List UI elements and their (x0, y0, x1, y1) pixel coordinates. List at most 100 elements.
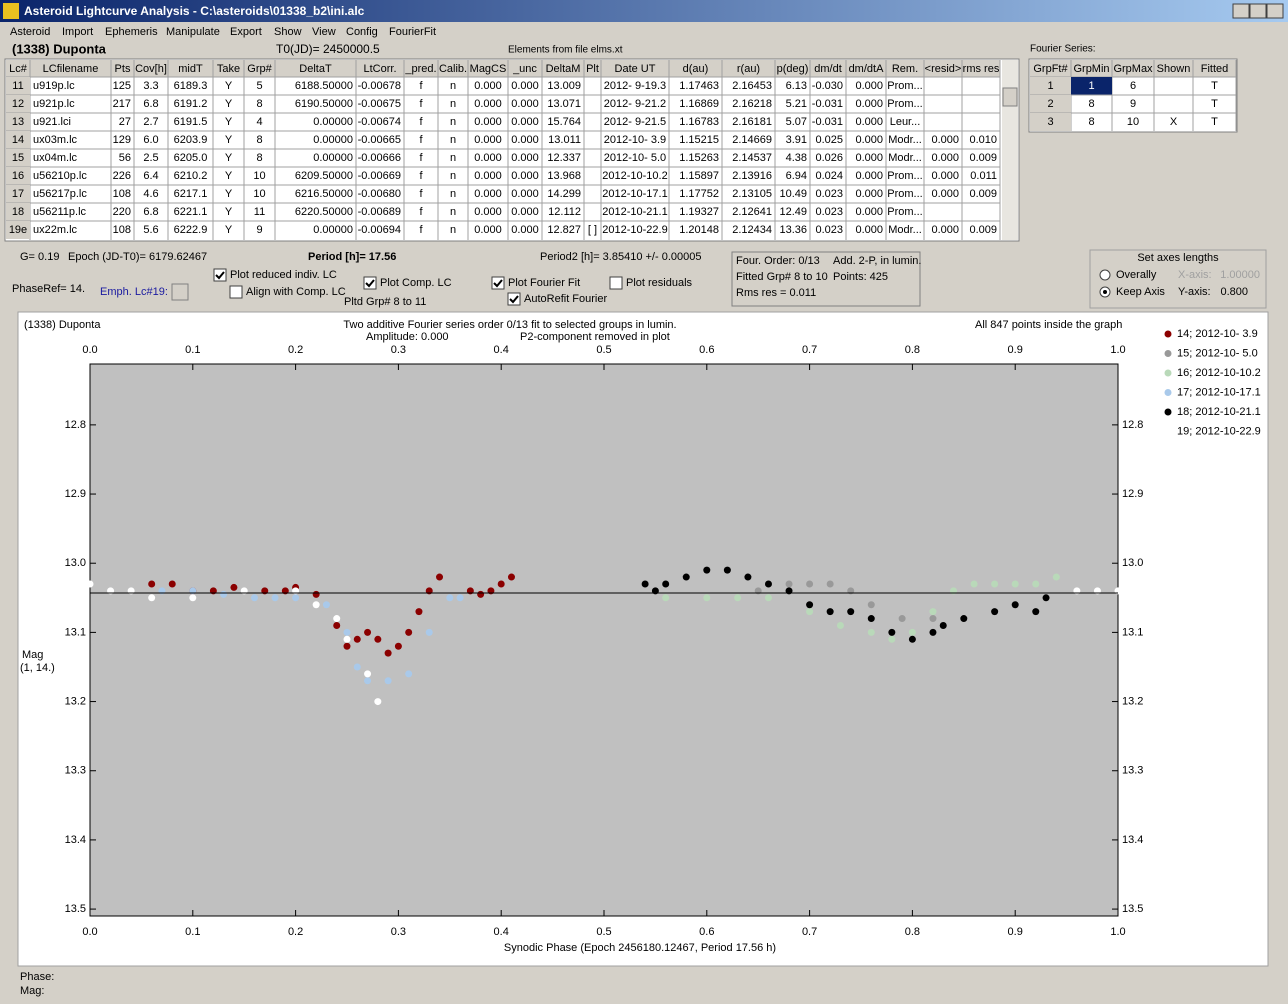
column-header: LtCorr. (363, 63, 396, 75)
data-point (939, 621, 947, 629)
checkbox[interactable] (491, 276, 505, 290)
info-text: Add. 2-P, in lumin. (833, 255, 921, 267)
data-point (703, 566, 711, 574)
table-cell: 0.000 (855, 170, 883, 182)
table-cell: 18 (12, 206, 24, 218)
menu-item: Asteroid (10, 26, 50, 38)
data-point (929, 628, 937, 636)
table-cell: 6.8 (143, 98, 158, 110)
menu-item: Ephemeris (105, 26, 158, 38)
table-cell: 6.8 (143, 206, 158, 218)
row-header (6, 221, 30, 239)
data-point (1052, 573, 1060, 581)
column-header: dm/dtA (849, 63, 885, 75)
checkbox[interactable] (507, 292, 521, 306)
table-cell: 6210.2 (174, 170, 208, 182)
checkbox[interactable] (609, 276, 623, 290)
table-cell: 0.000 (855, 224, 883, 236)
column-header: r(au) (737, 63, 760, 75)
amplitude: Amplitude: 0.000 (366, 331, 449, 343)
table-cell: Y (225, 206, 233, 218)
data-point (682, 573, 690, 581)
row-header (6, 203, 30, 221)
table-cell: 1.19327 (679, 206, 719, 218)
table-cell: 2012- 9-21.2 (604, 98, 666, 110)
table-cell: 2012-10-22.9 (602, 224, 667, 236)
checkbox-label: Plot Comp. LC (380, 277, 452, 289)
table-cell: Y (225, 170, 233, 182)
row-header (1030, 95, 1071, 113)
table-cell: 6216.50000 (295, 188, 353, 200)
restore[interactable] (1249, 3, 1267, 19)
table-cell: n (450, 98, 456, 110)
scrollbar[interactable] (1002, 60, 1018, 240)
table-cell: 2012-10-17.1 (602, 188, 667, 200)
x-tick-label-top: 1.0 (1110, 344, 1125, 356)
table-cell: 3 (1047, 116, 1053, 128)
minimize[interactable] (1232, 3, 1250, 19)
x-tick-label-top: 0.9 (1008, 344, 1023, 356)
column-header: Lc# (9, 63, 28, 75)
legend-label: 17; 2012-10-17.1 (1177, 386, 1261, 398)
checkbox[interactable] (229, 285, 243, 299)
table-cell: 8 (256, 152, 262, 164)
x-tick-label: 0.6 (699, 926, 714, 938)
table-cell: -0.00675 (358, 98, 401, 110)
x-tick-label: 0.0 (82, 926, 97, 938)
legend-label: 14; 2012-10- 3.9 (1177, 328, 1258, 340)
table-cell: 0.024 (815, 170, 843, 182)
lc-table[interactable] (4, 58, 1020, 242)
g-value: G= 0.19 (20, 251, 59, 263)
table-cell: 2012- 9-21.5 (604, 116, 666, 128)
table-cell: 12.827 (547, 224, 581, 236)
data-point (744, 573, 752, 581)
data-point (364, 670, 372, 678)
data-point (189, 594, 197, 602)
table-cell: 0.000 (511, 98, 539, 110)
column-header: LCfilename (43, 63, 99, 75)
table-cell: -0.031 (812, 98, 843, 110)
table-cell: 2012-10- 5.0 (604, 152, 666, 164)
column-header: Calib. (439, 63, 467, 75)
checkbox-label: AutoRefit Fourier (524, 293, 607, 305)
table-cell: ux04m.lc (33, 152, 78, 164)
table-cell: n (450, 188, 456, 200)
x-tick-label-top: 0.2 (288, 344, 303, 356)
table-cell: 15.764 (547, 116, 581, 128)
data-point (1032, 580, 1040, 588)
close[interactable] (1266, 3, 1284, 19)
x-tick-label: 0.5 (596, 926, 611, 938)
data-point (364, 677, 372, 685)
table-cell: 0.000 (511, 80, 539, 92)
data-point (384, 677, 392, 685)
table-cell: 6203.9 (174, 134, 208, 146)
x-tick-label: 0.4 (494, 926, 509, 938)
table-cell: 5.6 (143, 224, 158, 236)
y-tick-label-right: 12.9 (1122, 488, 1143, 500)
data-point (497, 580, 505, 588)
radio[interactable] (1099, 269, 1111, 281)
window-buttons[interactable] (1232, 3, 1284, 19)
data-point (456, 594, 464, 602)
table-cell: 5 (256, 80, 262, 92)
checkbox-label: Plot Fourier Fit (508, 277, 580, 289)
spinner[interactable] (171, 283, 189, 301)
column-header: dm/dt (814, 63, 842, 75)
table-cell: 0.000 (511, 206, 539, 218)
scroll-thumb[interactable] (1002, 87, 1018, 107)
row-header (6, 185, 30, 203)
table-cell: 0.000 (855, 188, 883, 200)
table-cell: 5.07 (786, 116, 807, 128)
table-cell: 11 (12, 80, 23, 92)
checkbox[interactable] (363, 276, 377, 290)
table-cell: -0.00674 (358, 116, 401, 128)
table-cell: 0.000 (474, 170, 502, 182)
table-cell: 6188.50000 (295, 80, 353, 92)
data-point (703, 594, 711, 602)
checkbox[interactable] (213, 268, 227, 282)
elements: Elements from file elms.xt (508, 45, 623, 56)
x-axis-value: 1.00000 (1220, 269, 1260, 281)
column-header: Rem. (892, 63, 918, 75)
table-cell: 4.6 (143, 188, 158, 200)
data-point (394, 642, 402, 650)
